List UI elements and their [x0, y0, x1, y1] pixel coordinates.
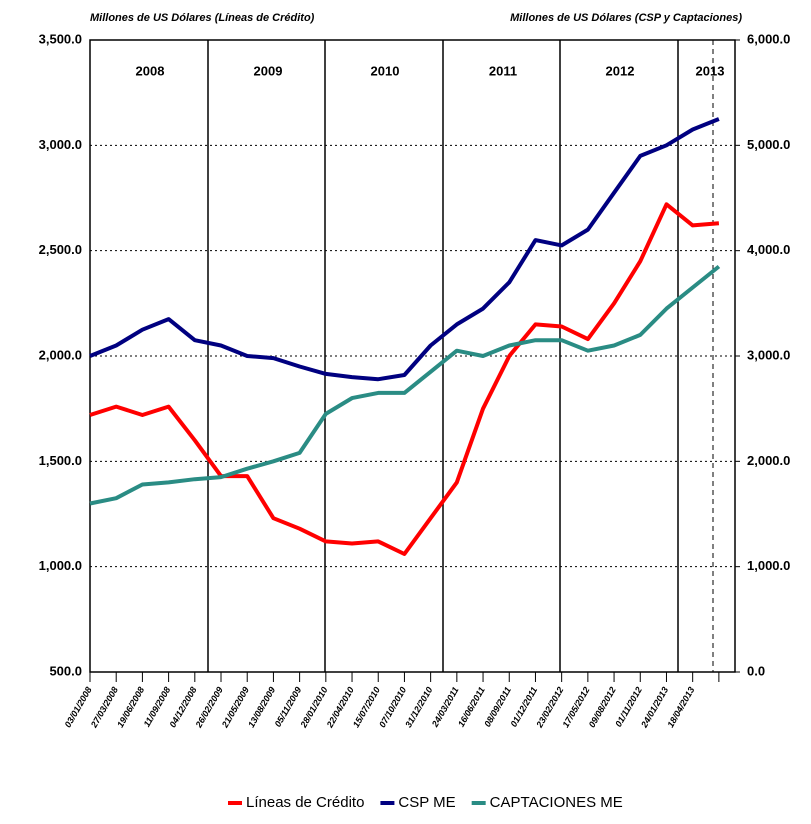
y2-tick-label: 3,000.0	[747, 347, 790, 362]
y-tick-label: 500.0	[49, 663, 82, 678]
y2-tick-label: 4,000.0	[747, 242, 790, 257]
y-tick-label: 1,000.0	[39, 558, 82, 573]
y-tick-label: 3,500.0	[39, 31, 82, 46]
year-label: 2013	[696, 63, 725, 78]
y2-tick-label: 1,000.0	[747, 558, 790, 573]
y-tick-label: 2,000.0	[39, 347, 82, 362]
y-tick-label: 1,500.0	[39, 453, 82, 468]
y2-tick-label: 5,000.0	[747, 137, 790, 152]
series-line	[89, 264, 721, 506]
y2-tick-label: 6,000.0	[747, 31, 790, 46]
left-axis-title: Millones de US Dólares (Líneas de Crédit…	[90, 12, 315, 24]
year-label: 2009	[254, 63, 283, 78]
year-label: 2010	[371, 63, 400, 78]
year-label: 2012	[606, 63, 635, 78]
year-label: 2011	[489, 63, 517, 78]
legend-label: CSP ME	[398, 794, 455, 811]
y-tick-label: 3,000.0	[39, 137, 82, 152]
series-line	[89, 202, 720, 556]
right-axis-title: Millones de US Dólares (CSP y Captacione…	[510, 12, 742, 24]
x-tick-label: 18/04/2013	[665, 685, 696, 729]
legend-label: CAPTACIONES ME	[490, 794, 623, 811]
y2-tick-label: 0.0	[747, 663, 765, 678]
y2-tick-label: 2,000.0	[747, 453, 790, 468]
year-label: 2008	[136, 63, 165, 78]
series-line	[89, 117, 720, 382]
legend-label: Líneas de Crédito	[246, 794, 364, 811]
y-tick-label: 2,500.0	[39, 242, 82, 257]
